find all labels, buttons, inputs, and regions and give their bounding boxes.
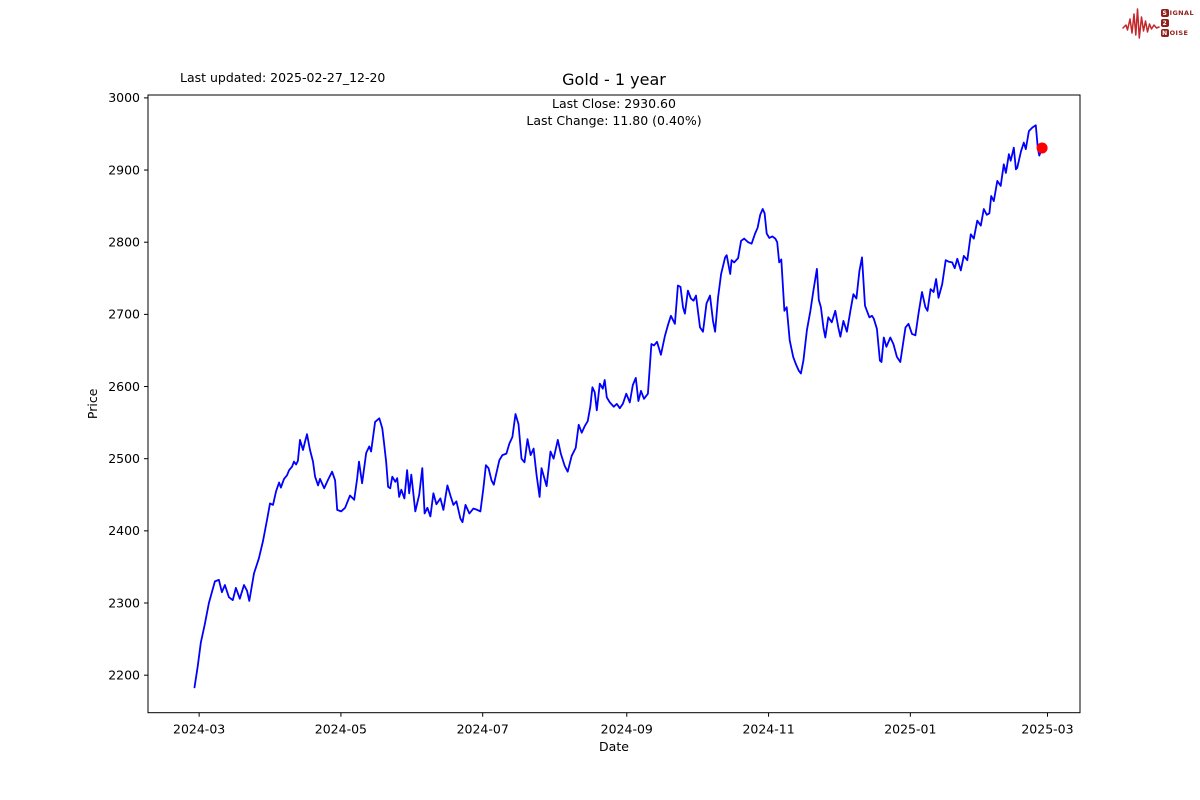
logo-row-two: 2 <box>1160 19 1194 28</box>
x-tick-label: 2025-03 <box>1021 722 1073 737</box>
logo-text: S IGNAL 2 N OISE <box>1160 9 1194 38</box>
last-close-annotation: Last Close: 2930.60 <box>552 96 676 111</box>
y-tick-label: 2900 <box>108 162 140 177</box>
logo-waveform-icon <box>1121 8 1160 39</box>
logo-row-noise: N OISE <box>1160 29 1194 38</box>
logo-letter-s: S <box>1160 9 1169 17</box>
price-line <box>193 124 1043 689</box>
logo-row-signal: S IGNAL <box>1160 9 1194 18</box>
page-title: Gold - 1 year <box>562 70 666 89</box>
y-tick-label: 2500 <box>108 451 140 466</box>
logo-letter-n: N <box>1160 29 1169 37</box>
x-tick-label: 2024-11 <box>742 722 794 737</box>
y-tick-label: 2600 <box>108 379 140 394</box>
last-change-annotation: Last Change: 11.80 (0.40%) <box>526 113 702 128</box>
logo-digit-two: 2 <box>1160 19 1169 27</box>
y-tick-label: 2300 <box>108 595 140 610</box>
signal2noise-logo: S IGNAL 2 N OISE <box>1121 4 1194 42</box>
x-tick-label: 2024-03 <box>173 722 225 737</box>
y-tick-label: 2700 <box>108 307 140 322</box>
last-close-marker <box>1036 142 1048 154</box>
x-tick-label: 2024-07 <box>457 722 509 737</box>
y-tick-label: 3000 <box>108 90 140 105</box>
last-updated-label: Last updated: 2025-02-27_12-20 <box>180 70 386 85</box>
y-tick-label: 2800 <box>108 235 140 250</box>
y-tick-label: 2400 <box>108 523 140 538</box>
logo-word-oise: OISE <box>1169 29 1189 37</box>
plot-frame <box>147 94 1081 714</box>
y-tick-label: 2200 <box>108 667 140 682</box>
y-axis-label: Price <box>85 388 100 419</box>
x-tick-label: 2024-09 <box>601 722 653 737</box>
logo-word-ignal: IGNAL <box>1169 9 1194 17</box>
x-axis-label: Date <box>599 739 629 754</box>
x-tick-label: 2024-05 <box>315 722 367 737</box>
x-tick-label: 2025-01 <box>884 722 936 737</box>
